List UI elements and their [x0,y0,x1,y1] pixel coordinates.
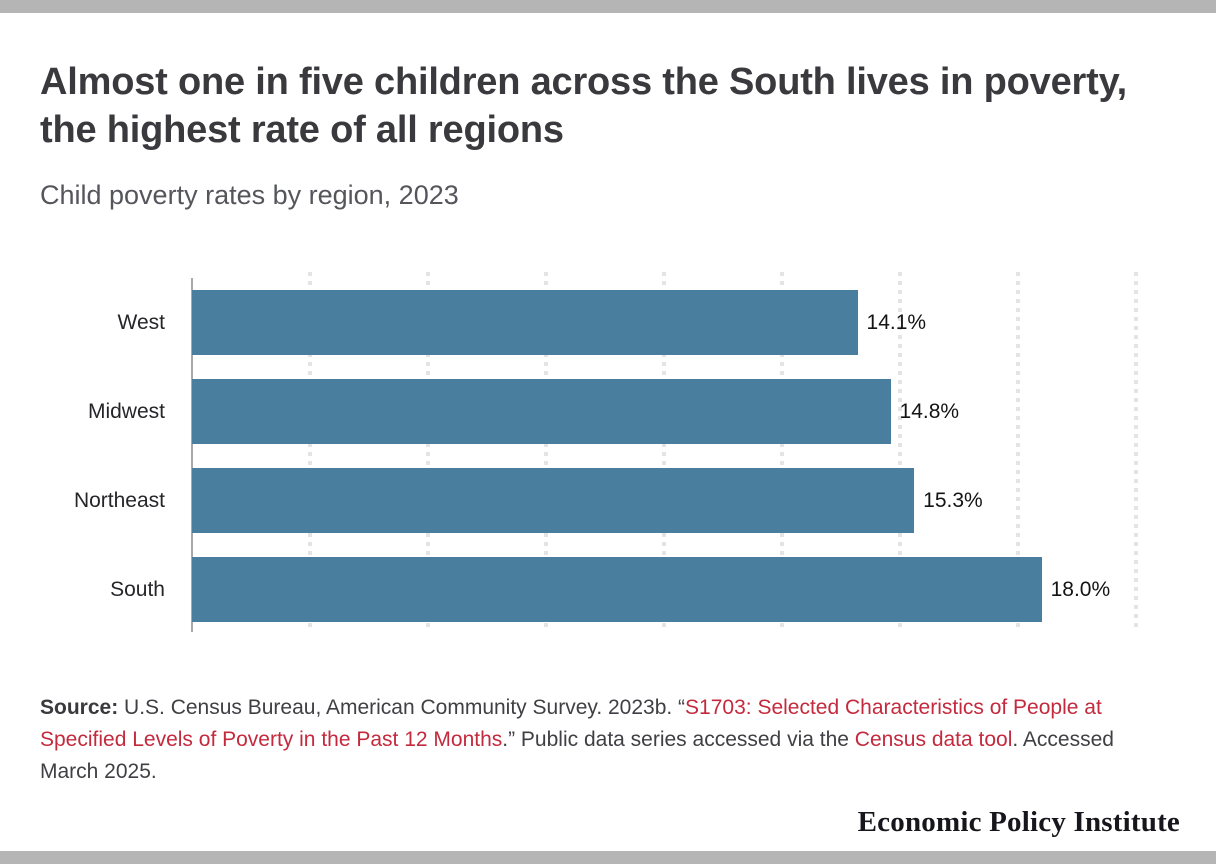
bar [192,468,915,533]
bar-row: South 18.0% [0,557,1216,646]
bar [192,290,858,355]
bar [192,557,1042,622]
plot-grid [192,272,1138,632]
top-border-bar [0,0,1216,13]
bar-row: West 14.1% [0,290,1216,379]
bar-value-label: 14.8% [899,399,960,423]
category-label: Northeast [73,488,165,512]
source-text-1: U.S. Census Bureau, American Community S… [118,696,686,719]
bar-track: 18.0% [192,557,1136,622]
source-note: Source: U.S. Census Bureau, American Com… [40,692,1162,788]
source-label: Source: [40,696,119,719]
publisher-wordmark: Economic Policy Institute [857,806,1180,838]
gridline [426,272,430,632]
bottom-border-bar [0,851,1216,864]
chart-title: Almost one in five children across the S… [40,61,1128,151]
bar-value-label: 15.3% [923,488,983,512]
bar-value-label: 14.1% [866,310,927,334]
gridline [1016,272,1020,632]
bar-row: Northeast 15.3% [0,468,1216,557]
source-text-3: . Accessed March 2025. [40,728,1114,783]
gridline [544,272,548,632]
gridline [308,272,312,632]
source-text-2: .” Public data series accessed via the [502,728,855,751]
bar-track: 15.3% [192,468,1136,533]
bar-value-label: 18.0% [1050,577,1111,601]
gridline [780,272,784,632]
bar-track: 14.1% [192,290,1136,355]
bar-track: 14.8% [192,379,1136,444]
chart-subtitle: Child poverty rates by region, 2023 [40,180,459,210]
gridline [662,272,666,632]
bar-chart: West 14.1% Midwest 14.8% Northeast 15.3% South… [0,272,1216,632]
source-link-census-data-tool[interactable]: Census data tool [854,728,1013,751]
bar-rows: West 14.1% Midwest 14.8% Northeast 15.3% South… [0,290,1216,646]
category-label: West [117,310,165,334]
category-label: Midwest [87,399,165,423]
gridline [1134,272,1138,632]
source-link-s1703[interactable]: S1703: Selected Characteristics of Peopl… [40,696,1102,751]
y-axis-line [191,278,193,632]
gridline [898,272,902,632]
bar [192,379,891,444]
bar-row: Midwest 14.8% [0,379,1216,468]
category-label: South [110,577,165,601]
